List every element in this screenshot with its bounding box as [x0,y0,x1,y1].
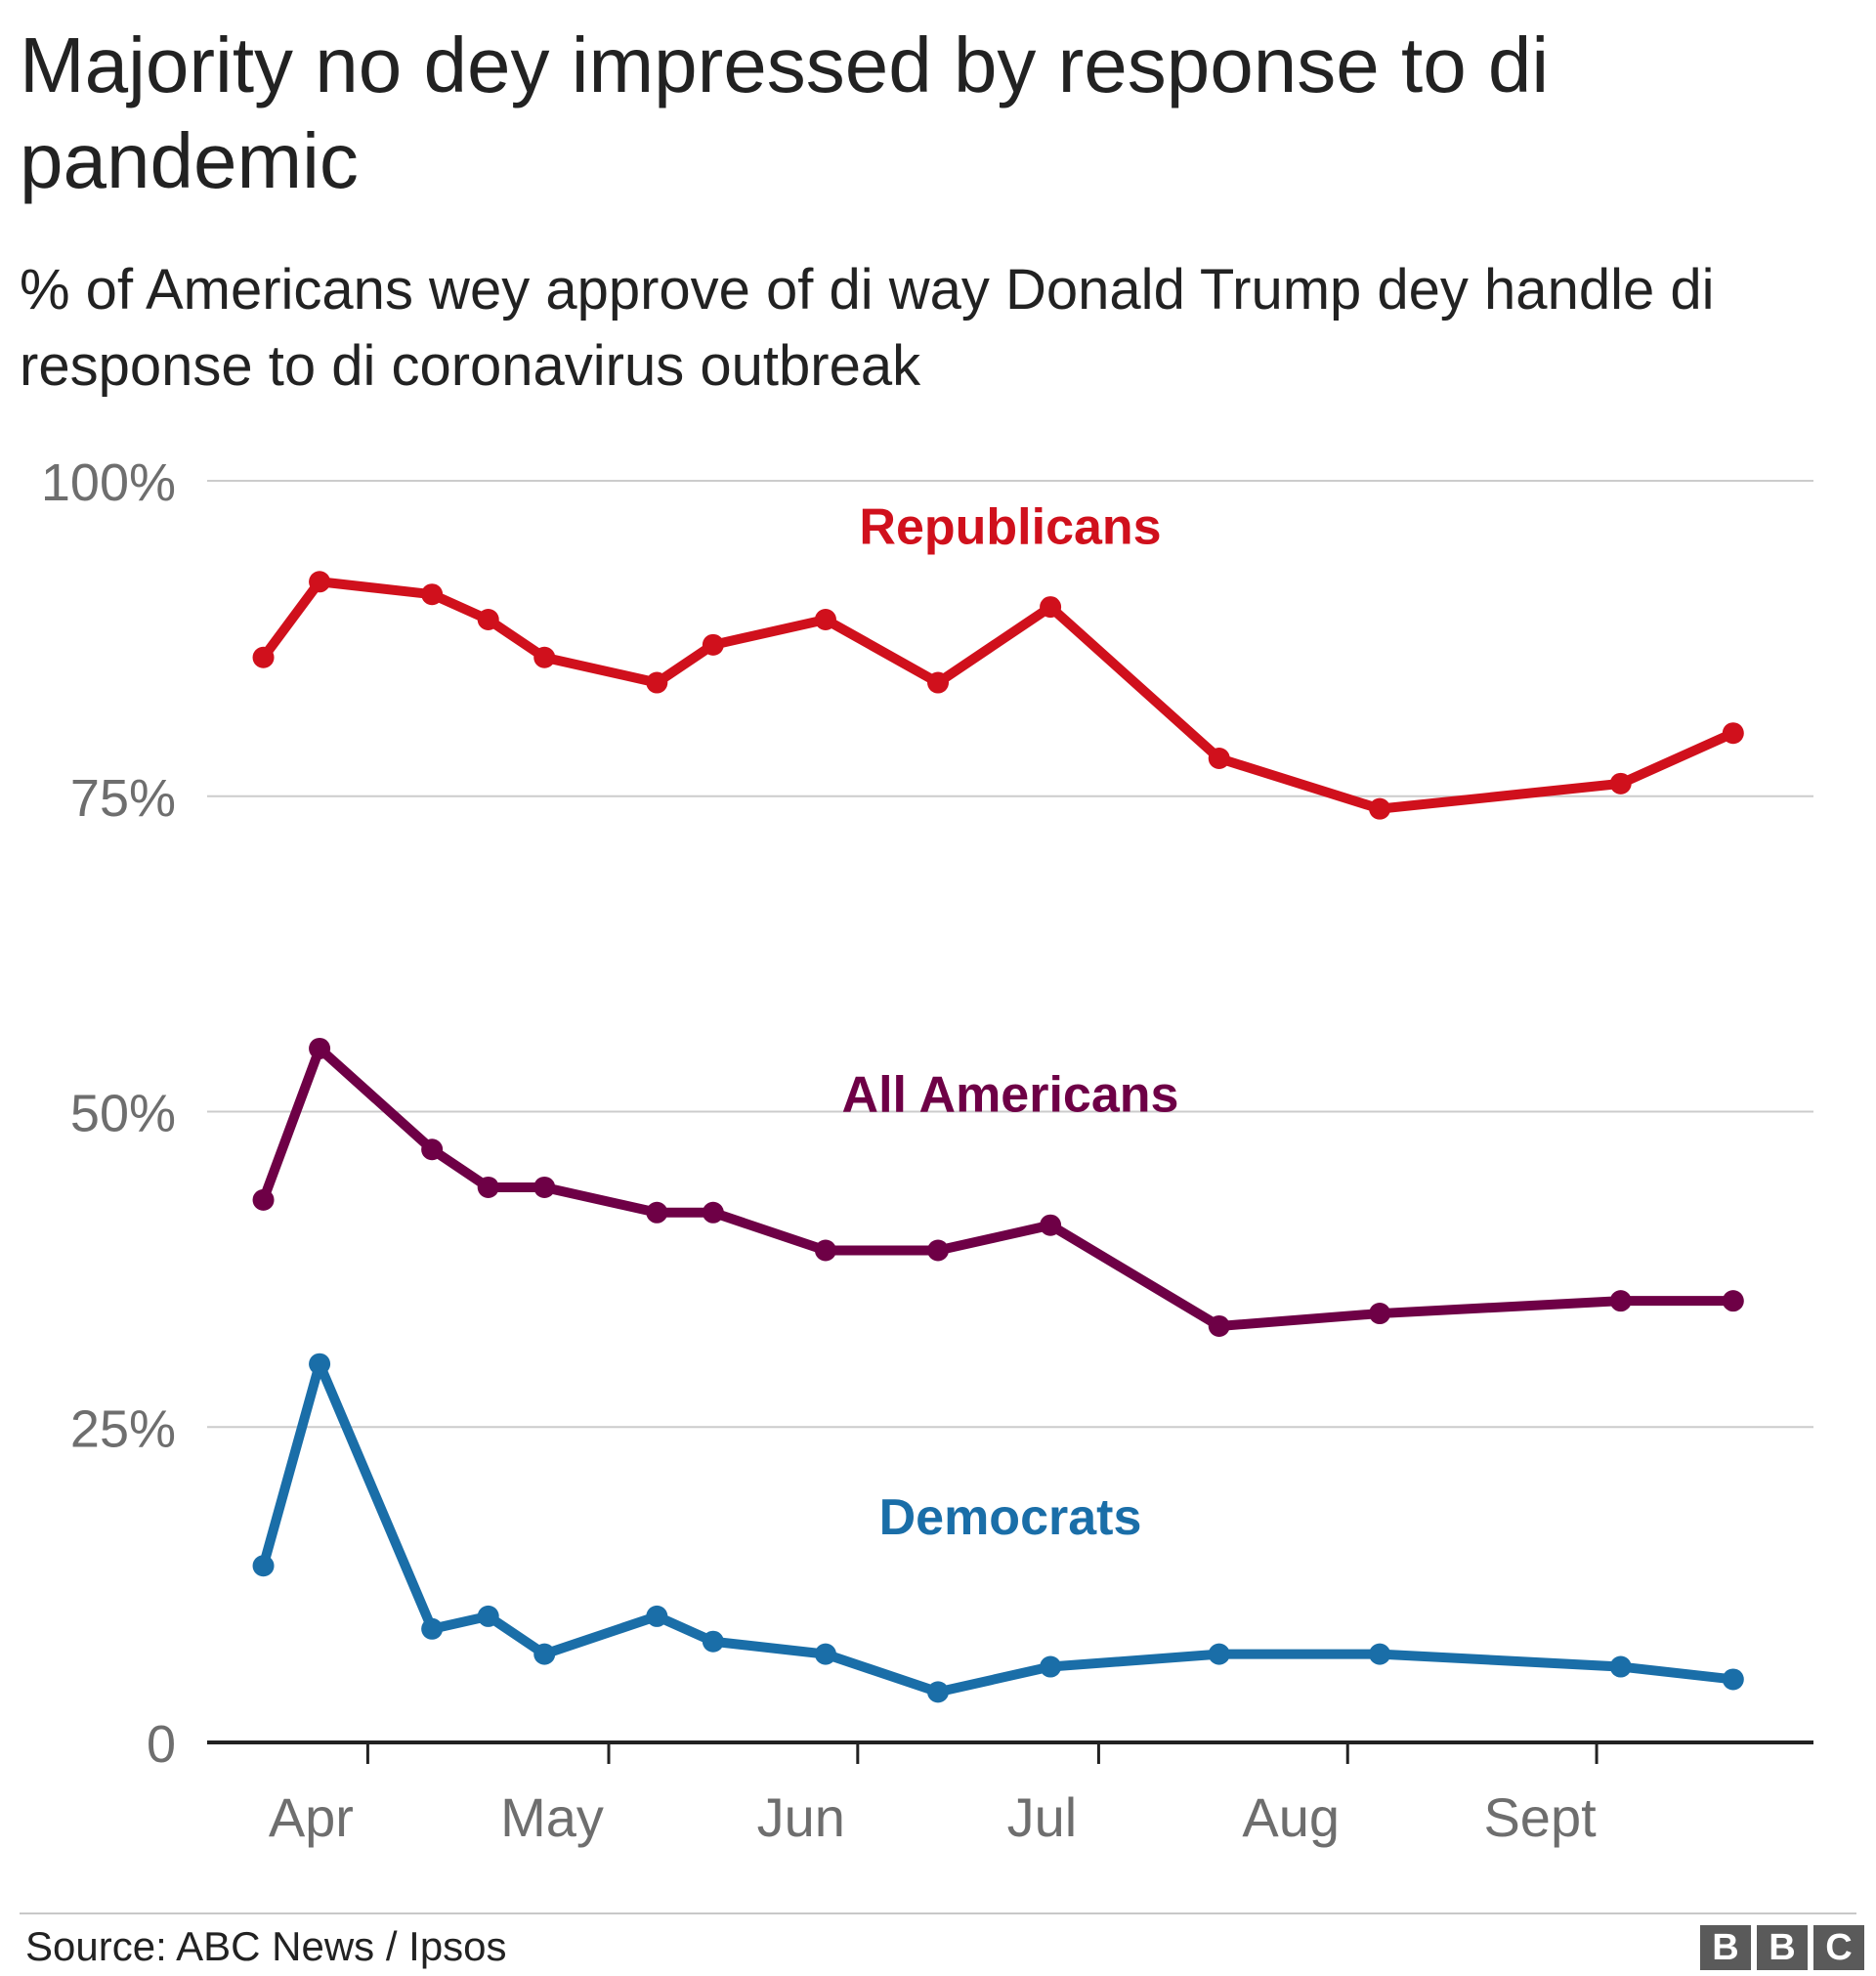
y-tick-label: 50% [70,1085,176,1143]
data-point [702,1201,724,1224]
data-point [421,583,444,606]
x-tick-label: Sept [1483,1786,1597,1848]
y-axis-ticks: 0 25% 50% 75% 100% [41,453,176,1774]
y-tick-label: 75% [70,769,176,828]
data-point [1369,797,1391,820]
x-tick-label: Jul [1007,1786,1078,1848]
data-point [646,1201,668,1224]
gridlines [207,480,1813,1429]
chart-subtitle: % of Americans wey approve of di way Don… [20,258,1715,398]
footer-divider [20,1912,1856,1914]
line-chart: 0 25% 50% 75% 100% Apr May Jun Jul Aug Sept Repub… [41,453,1813,1848]
series-label: Democrats [879,1489,1142,1546]
data-point [533,1176,556,1198]
data-point [421,1617,444,1640]
x-tick-label: May [500,1786,604,1848]
data-point [252,646,275,668]
data-point [309,1353,331,1375]
data-point [814,1643,836,1665]
data-point [533,1643,556,1665]
data-point [702,1630,724,1653]
data-point [533,646,556,668]
data-point [927,1681,950,1703]
x-axis: Apr May Jun Jul Aug Sept [207,1740,1813,1848]
data-point [252,1555,275,1577]
data-point [1369,1303,1391,1325]
data-point [309,1037,331,1059]
data-point [1369,1643,1391,1665]
data-point [646,1605,668,1627]
data-point [927,671,950,694]
x-tick-label: Jun [757,1786,845,1848]
data-point [702,633,724,656]
logo-letter: B [1700,1925,1751,1970]
data-point [1722,1668,1744,1691]
x-tick-label: Aug [1242,1786,1340,1848]
data-point [477,1605,499,1627]
data-point [814,609,836,631]
chart-title: Majority no dey impressed by response to… [20,21,1550,204]
data-point [1208,748,1230,770]
y-tick-label: 25% [70,1399,176,1458]
series-labels: Republicans All Americans Democrats [842,499,1179,1546]
x-tick-label: Apr [269,1786,354,1848]
bbc-logo: B B C [1700,1925,1864,1970]
data-point [927,1239,950,1262]
data-point [477,609,499,631]
data-point [646,671,668,694]
logo-letter: C [1813,1925,1864,1970]
source-note: Source: ABC News / Ipsos [25,1923,507,1969]
series-group [252,571,1744,1703]
data-point [421,1138,444,1161]
data-point [1040,1214,1062,1236]
data-point [1722,1290,1744,1312]
data-point [1609,1655,1632,1678]
y-tick-label: 0 [147,1715,176,1774]
data-point [252,1188,275,1211]
y-tick-label: 100% [41,453,176,512]
data-point [1609,772,1632,795]
series-line-all-americans [258,1043,1738,1331]
data-point [309,571,331,593]
data-point [1208,1643,1230,1665]
series-label: All Americans [842,1067,1179,1124]
data-point [814,1239,836,1262]
data-point [1040,1655,1062,1678]
data-point [477,1176,499,1198]
series-label: Republicans [859,499,1161,556]
data-point [1208,1314,1230,1337]
logo-letter: B [1757,1925,1808,1970]
data-point [1722,722,1744,745]
data-point [1040,596,1062,619]
data-point [1609,1290,1632,1312]
